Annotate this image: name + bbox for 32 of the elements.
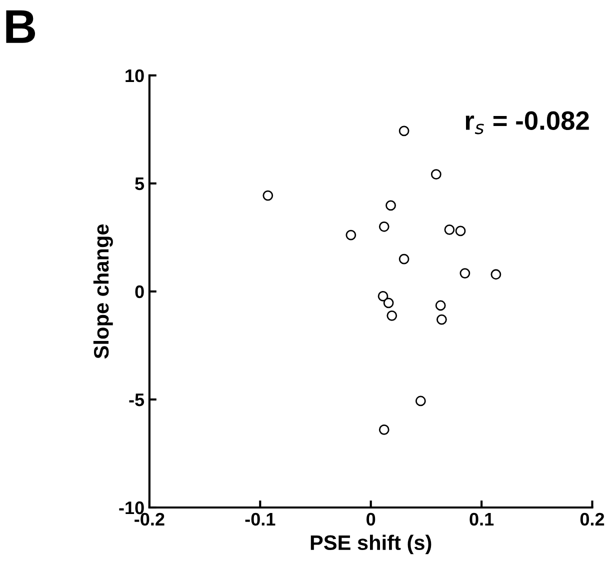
- point: [460, 268, 470, 278]
- point: [386, 200, 396, 211]
- x-tick-label: 0.1: [470, 512, 494, 526]
- point: [398, 254, 410, 264]
- x-tick-label: 0.2: [580, 512, 604, 526]
- point: [490, 269, 502, 280]
- point: [436, 314, 447, 325]
- point: [444, 224, 455, 235]
- x-tick-label: -0.2: [134, 512, 164, 526]
- y-tick-label: -10: [119, 501, 144, 514]
- point: [430, 169, 442, 180]
- point: [262, 190, 274, 201]
- chart-title: B: [6, 10, 36, 43]
- y-tick-label: 0: [135, 285, 144, 298]
- point: [398, 126, 410, 136]
- point: [378, 424, 390, 435]
- point: [455, 226, 466, 236]
- y-tick-label: 10: [126, 69, 144, 82]
- point: [415, 396, 426, 406]
- point: [378, 291, 388, 302]
- point: [386, 310, 398, 321]
- x-tick-label: 0: [366, 512, 376, 526]
- x-axis-title: PSE shift (s): [310, 534, 432, 554]
- annotation: r$_{s}$ = -0.082: [466, 111, 589, 134]
- point: [378, 221, 390, 232]
- y-tick-label: -5: [129, 394, 144, 406]
- y-tick-label: 5: [135, 178, 144, 190]
- y-axis-title: Slope change: [93, 224, 113, 359]
- point: [346, 230, 356, 240]
- point: [435, 300, 446, 311]
- point: [383, 298, 394, 308]
- x-tick-label: -0.1: [245, 512, 276, 526]
